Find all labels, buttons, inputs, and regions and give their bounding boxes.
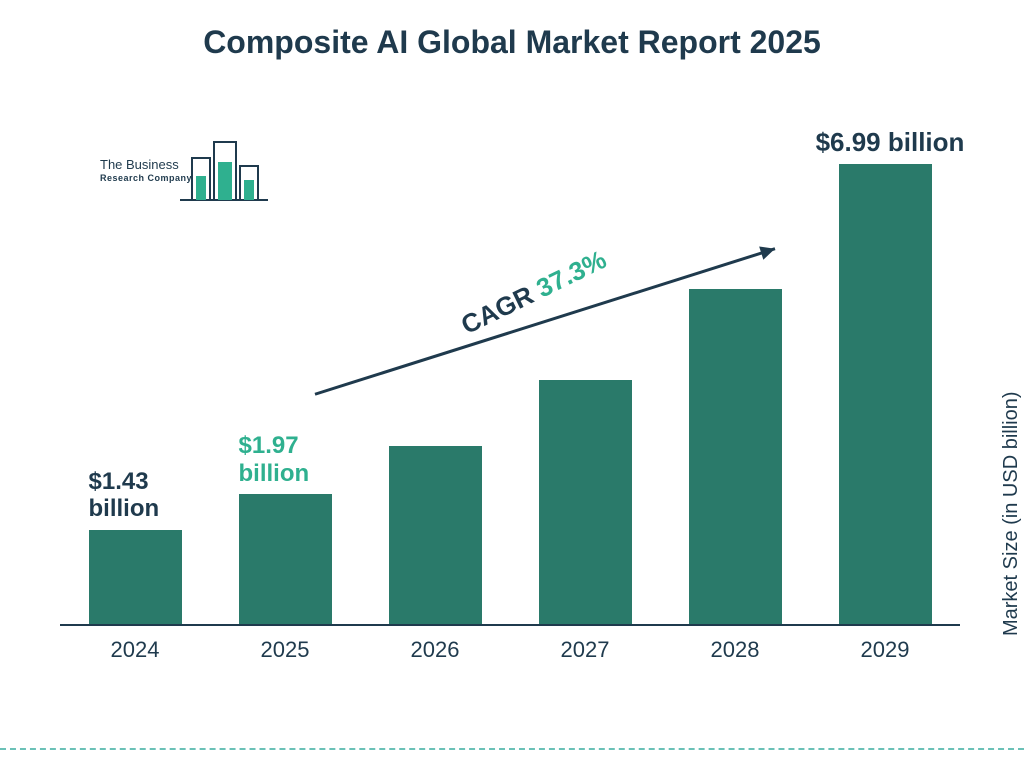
footer-divider [0,748,1024,750]
chart-title: Composite AI Global Market Report 2025 [0,24,1024,61]
cagr-arrow [60,130,960,670]
y-axis-label: Market Size (in USD billion) [1001,392,1024,637]
value-label: $1.43billion [89,468,192,523]
chart-area: 202420252026202720282029 CAGR 37.3% $1.4… [60,130,960,670]
value-label: $1.97billion [239,432,342,487]
value-label: $6.99 billion [795,128,985,158]
